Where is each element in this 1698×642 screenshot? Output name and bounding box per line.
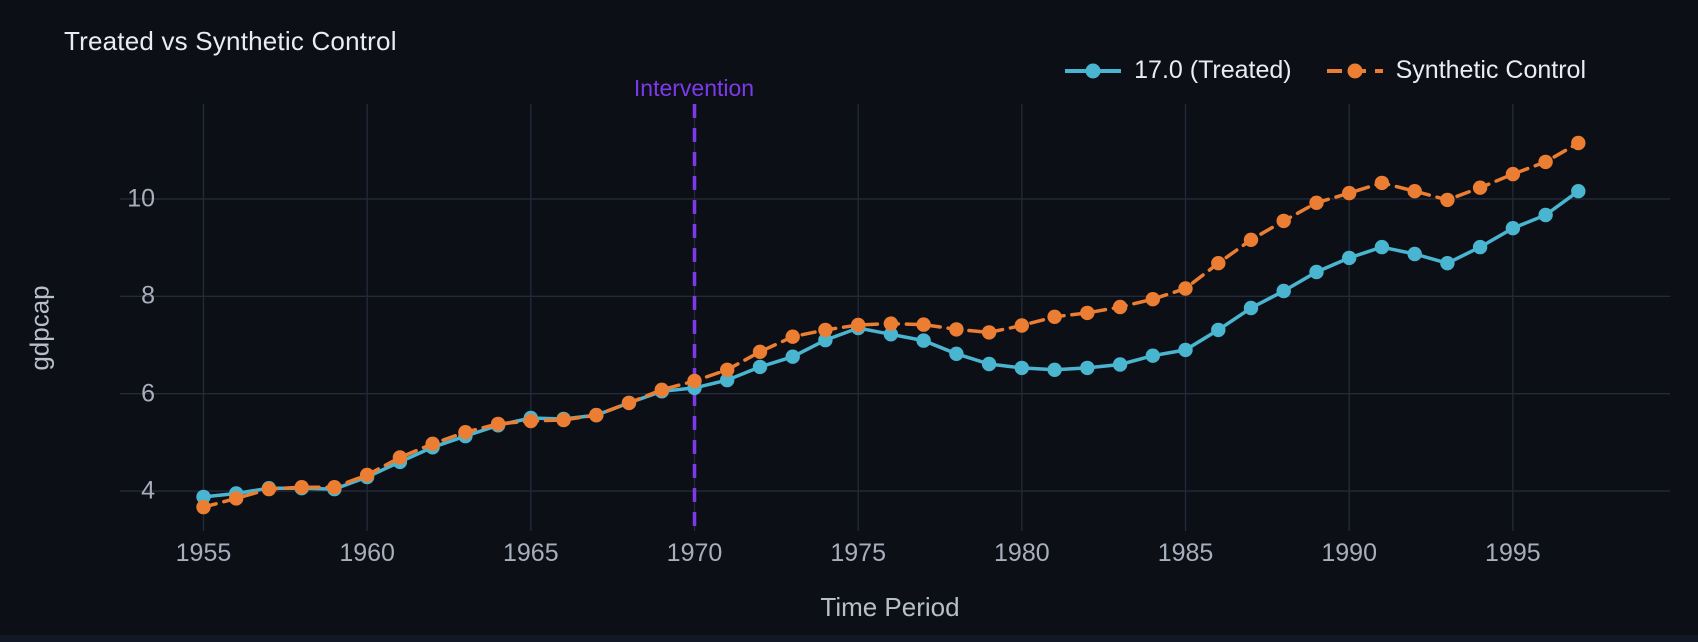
bottom-edge-strip [0, 635, 1698, 642]
series-marker-synthetic [425, 436, 440, 451]
series-marker-treated [981, 356, 997, 372]
series-marker-treated [1374, 239, 1390, 255]
legend-label-synthetic: Synthetic Control [1395, 56, 1586, 84]
series-marker-synthetic [359, 467, 375, 483]
series-marker-synthetic [818, 322, 833, 338]
y-tick-label: 10 [127, 184, 155, 213]
series-marker-treated [1014, 360, 1029, 376]
series-marker-synthetic [1112, 299, 1128, 315]
series-marker-treated [752, 359, 768, 375]
series-marker-synthetic [654, 382, 669, 397]
treated-line-swatch-icon [1065, 63, 1122, 78]
series-marker-treated [1407, 246, 1422, 262]
series-marker-synthetic [621, 395, 637, 411]
x-tick-label: 1970 [666, 539, 723, 567]
x-axis-title: Time Period [820, 592, 960, 622]
series-marker-treated [1342, 250, 1357, 266]
legend-item-treated[interactable]: 17.0 (Treated) [1064, 56, 1292, 85]
series-marker-treated [916, 333, 931, 348]
legend-label-treated: 17.0 (Treated) [1134, 56, 1292, 84]
x-tick-label: 1995 [1485, 539, 1541, 567]
x-tick-label: 1955 [175, 539, 232, 567]
series-marker-treated [1178, 342, 1193, 358]
series-marker-synthetic [1342, 185, 1357, 201]
series-marker-synthetic [1211, 256, 1226, 271]
series-marker-synthetic [1505, 166, 1521, 182]
series-marker-synthetic [883, 316, 899, 331]
series-marker-synthetic [261, 481, 277, 497]
series-marker-treated [818, 332, 833, 348]
series-marker-synthetic [556, 412, 571, 428]
series-marker-synthetic [1178, 281, 1193, 296]
series-marker-synthetic [1407, 184, 1422, 199]
series-marker-synthetic [392, 450, 408, 465]
series-marker-synthetic [1440, 192, 1455, 208]
series-marker-synthetic [1309, 195, 1324, 210]
x-tick-label: 1980 [994, 539, 1050, 567]
x-tick-label: 1990 [1321, 539, 1377, 567]
y-tick-label: 8 [141, 281, 155, 310]
series-marker-synthetic [1276, 213, 1291, 229]
series-marker-treated [1505, 221, 1521, 236]
x-tick-label: 1960 [339, 539, 395, 567]
series-marker-synthetic [720, 362, 735, 377]
series-marker-synthetic [1538, 154, 1553, 170]
series-marker-synthetic [490, 416, 506, 432]
series-marker-treated [720, 372, 735, 388]
intervention-annotation: Intervention [633, 75, 755, 101]
series-line-treated [201, 189, 1581, 499]
series-marker-synthetic [1374, 175, 1390, 191]
series-marker-synthetic [752, 344, 768, 359]
series-marker-synthetic [1472, 180, 1488, 195]
series-marker-synthetic [981, 325, 997, 340]
series-marker-synthetic [949, 322, 964, 337]
series-marker-treated [1211, 322, 1226, 338]
series-marker-synthetic [1145, 292, 1161, 307]
series-marker-treated [785, 349, 800, 364]
series-marker-treated [883, 327, 899, 342]
legend-item-synthetic[interactable]: Synthetic Control [1326, 56, 1586, 85]
series-marker-synthetic [1571, 135, 1586, 151]
legend: 17.0 (Treated) Synthetic Control [1064, 56, 1586, 85]
series-marker-synthetic [523, 413, 538, 429]
series-marker-treated [1145, 348, 1161, 363]
series-marker-synthetic [196, 499, 211, 515]
series-marker-synthetic [589, 407, 604, 423]
series-marker-treated [1243, 300, 1259, 316]
series-marker-synthetic [1047, 309, 1062, 324]
series-marker-synthetic [229, 491, 244, 506]
series-marker-synthetic [1014, 318, 1029, 333]
series-marker-treated [1309, 264, 1324, 280]
x-tick-label: 1975 [830, 539, 886, 567]
series-marker-synthetic [458, 425, 473, 440]
series-marker-treated [1080, 360, 1095, 376]
series-marker-synthetic [294, 480, 309, 495]
chart-title: Treated vs Synthetic Control [64, 26, 397, 56]
y-tick-label: 6 [141, 379, 155, 408]
series-marker-synthetic [327, 480, 342, 495]
series-marker-treated [1538, 207, 1553, 223]
series-marker-synthetic [785, 329, 800, 344]
series-marker-treated [196, 489, 211, 505]
series-marker-synthetic [1243, 232, 1259, 247]
series-marker-treated [1440, 256, 1455, 271]
series-marker-treated [949, 346, 964, 361]
series-marker-treated [1276, 283, 1291, 299]
series-marker-synthetic [851, 317, 866, 333]
series-marker-synthetic [1080, 305, 1095, 321]
series-marker-synthetic [687, 373, 702, 389]
x-tick-label: 1965 [503, 539, 559, 567]
series-marker-treated [1472, 239, 1488, 255]
y-axis-title: gdpcap [24, 285, 55, 371]
y-tick-label: 4 [141, 476, 155, 505]
series-marker-synthetic [916, 317, 931, 332]
series-marker-treated [1112, 357, 1128, 372]
x-tick-label: 1985 [1157, 539, 1214, 567]
synthetic-line-swatch-icon [1326, 63, 1383, 78]
series-marker-treated [1047, 362, 1062, 377]
series-marker-treated [1571, 184, 1586, 199]
